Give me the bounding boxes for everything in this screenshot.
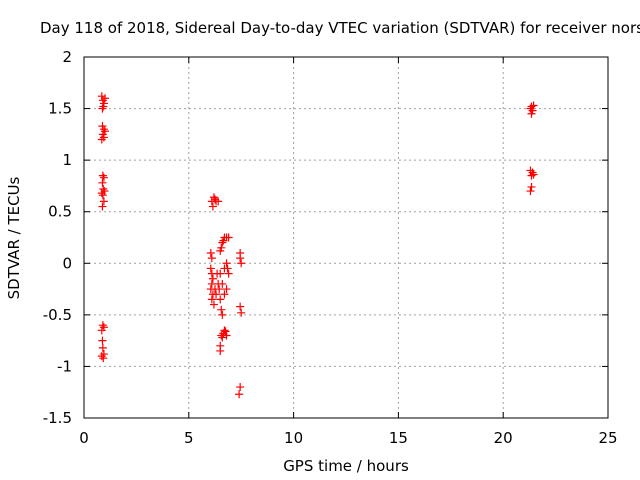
- x-tick-label: 0: [79, 429, 89, 447]
- y-axis-label: SDTVAR / TECUs: [5, 176, 23, 299]
- data-point: [215, 285, 224, 294]
- data-point: [526, 187, 535, 196]
- y-axis: -1.5 -1 -0.5 0 0.5 1 1.5 2: [43, 48, 608, 427]
- data-point: [216, 295, 225, 304]
- data-point: [529, 101, 538, 110]
- data-point: [97, 352, 106, 361]
- data-point: [214, 197, 223, 206]
- data-point: [222, 285, 231, 294]
- x-tick-label: 15: [389, 429, 408, 447]
- y-tick-label: 1.5: [48, 100, 72, 118]
- data-point: [237, 259, 246, 268]
- y-tick-label: 0.5: [48, 203, 72, 221]
- data-point: [99, 323, 108, 332]
- data-point: [208, 274, 217, 283]
- data-point: [99, 133, 108, 142]
- data-point: [527, 102, 536, 111]
- x-axis-label: GPS time / hours: [283, 457, 409, 475]
- data-point: [236, 302, 245, 311]
- data-point: [98, 202, 107, 211]
- data-point: [236, 383, 245, 392]
- data-point: [529, 170, 538, 179]
- y-tick-label: -1: [57, 357, 72, 375]
- data-point: [206, 248, 215, 257]
- data-point: [207, 295, 216, 304]
- grid: [84, 57, 608, 418]
- data-point: [97, 189, 106, 198]
- data-point: [218, 333, 227, 342]
- data-point: [206, 264, 215, 273]
- data-point: [98, 336, 107, 345]
- data-points: [97, 92, 538, 399]
- data-point: [98, 191, 107, 200]
- data-point: [221, 327, 230, 336]
- data-point: [236, 254, 245, 263]
- y-tick-label: 2: [62, 48, 72, 66]
- data-point: [207, 254, 216, 263]
- data-point: [98, 171, 107, 180]
- data-point: [209, 193, 218, 202]
- y-tick-label: -1.5: [43, 409, 72, 427]
- data-point: [218, 279, 227, 288]
- data-point: [224, 269, 233, 278]
- data-point: [218, 310, 227, 319]
- data-point: [216, 269, 225, 278]
- data-point: [235, 390, 244, 399]
- data-point: [217, 243, 226, 252]
- data-point: [212, 290, 221, 299]
- x-axis: 0 5 10 15 20 25: [79, 57, 618, 447]
- data-point: [209, 300, 218, 309]
- data-point: [220, 290, 229, 299]
- data-point: [216, 346, 225, 355]
- data-point: [99, 173, 108, 182]
- x-tick-label: 10: [284, 429, 303, 447]
- data-point: [237, 308, 246, 317]
- data-point: [99, 197, 108, 206]
- data-point: [99, 102, 108, 111]
- data-point: [222, 331, 231, 340]
- chart-title: Day 118 of 2018, Sidereal Day-to-day VTE…: [40, 19, 640, 37]
- y-tick-label: -0.5: [43, 306, 72, 324]
- data-point: [100, 94, 109, 103]
- data-point: [220, 326, 229, 335]
- data-point: [224, 233, 233, 242]
- data-point: [217, 305, 226, 314]
- x-tick-label: 5: [184, 429, 194, 447]
- data-point: [223, 264, 232, 273]
- data-point: [98, 178, 107, 187]
- data-point: [98, 104, 107, 113]
- data-point: [527, 109, 536, 118]
- data-point: [222, 259, 231, 268]
- y-tick-label: 1: [62, 151, 72, 169]
- data-point: [218, 238, 227, 247]
- y-tick-label: 0: [62, 254, 72, 272]
- data-point: [97, 135, 106, 144]
- data-point: [98, 343, 107, 352]
- data-point: [208, 202, 217, 211]
- x-tick-label: 25: [598, 429, 617, 447]
- data-point: [527, 182, 536, 191]
- plot-frame: [83, 56, 609, 419]
- data-point: [99, 125, 108, 134]
- data-point: [99, 354, 108, 363]
- data-point: [99, 350, 108, 359]
- data-point: [98, 321, 107, 330]
- x-tick-label: 20: [494, 429, 513, 447]
